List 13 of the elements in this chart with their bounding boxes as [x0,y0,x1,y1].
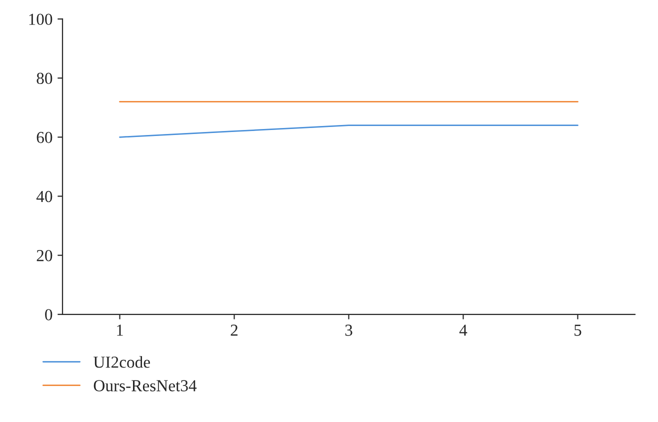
legend-label: Ours-ResNet34 [94,380,197,392]
y-tick-label: 80 [36,72,52,84]
x-tick-label: 5 [574,324,582,336]
y-tick-label: 40 [36,190,52,202]
y-tick-label: 100 [29,14,52,25]
x-tick-label: 4 [459,324,468,336]
legend-label: UI2code [94,356,150,368]
y-tick-label: 20 [36,250,52,262]
y-tick-label: 60 [36,132,52,144]
y-tick-label: 0 [45,309,52,320]
x-tick-label: 2 [230,324,238,336]
x-tick-label: 3 [345,324,352,336]
x-tick-label: 1 [117,324,123,336]
